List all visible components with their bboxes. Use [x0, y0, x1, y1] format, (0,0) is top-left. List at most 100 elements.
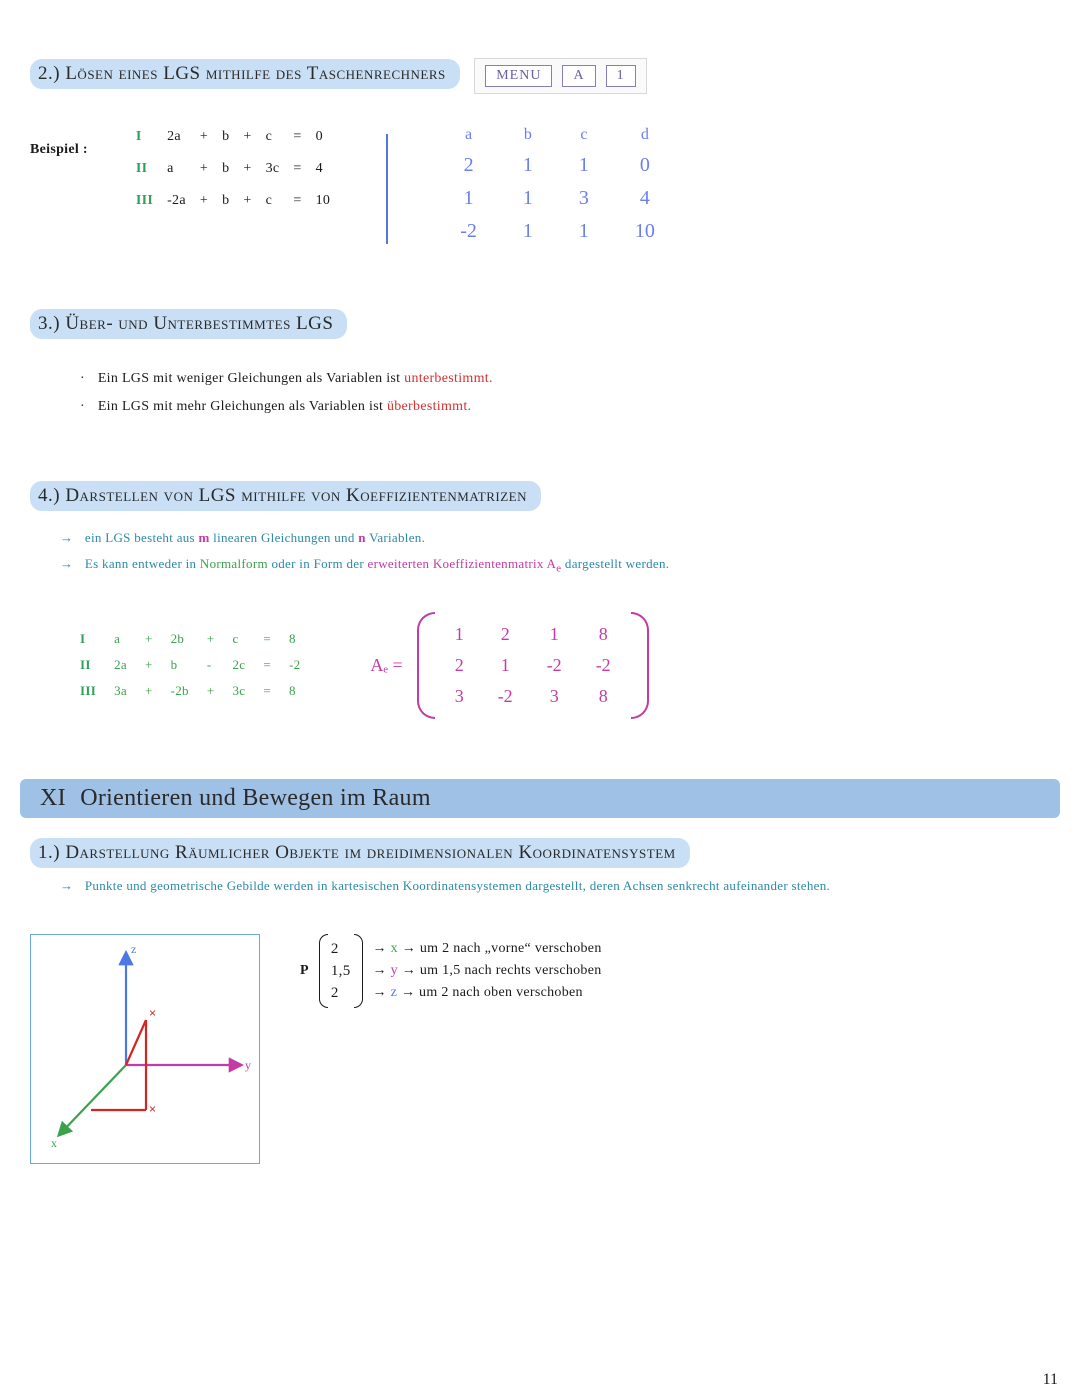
mh: d	[613, 122, 677, 148]
pvec-x: 2	[331, 941, 339, 957]
mc: 3	[439, 682, 480, 711]
t: 0	[310, 122, 337, 152]
chapter-XI: XI Orientieren und Bewegen im Raum	[20, 779, 1060, 818]
mc: 1	[557, 216, 611, 247]
t: b	[216, 122, 235, 152]
mc: 4	[613, 183, 677, 214]
txt: Ein LGS mit mehr Gleichungen als Variabl…	[98, 399, 387, 414]
t: +	[237, 154, 257, 184]
page-number: 11	[1043, 1371, 1058, 1389]
mc: -2	[438, 216, 499, 247]
t: c	[260, 186, 286, 216]
t: 3c	[224, 679, 253, 703]
n-var: n	[358, 530, 366, 545]
s3-line2: · Ein LGS mit mehr Gleichungen als Varia…	[80, 393, 1050, 421]
chapter-num: XI	[40, 785, 66, 811]
t: +	[194, 122, 214, 152]
calc-key-A: A	[562, 65, 595, 87]
coeff-matrix-2: a b c d 2 1 1 0 1 1 3 4 -2	[436, 120, 679, 249]
calc-key-menu: MENU	[485, 65, 552, 87]
mc: -2	[580, 651, 627, 680]
t: dargestellt werden.	[565, 556, 669, 571]
coord-system-box: z y x × ×	[30, 934, 260, 1164]
t: a	[161, 154, 192, 184]
mc: 1	[501, 183, 555, 214]
mh: c	[557, 122, 611, 148]
mc: -2	[531, 651, 578, 680]
roman-II: II	[130, 154, 159, 184]
txt: um 2 nach „vorne“ verschoben	[420, 941, 602, 956]
mc: 1	[439, 620, 480, 649]
pdesc-z: → z → um 2 nach oben verschoben	[373, 982, 602, 1004]
t: +	[137, 627, 161, 651]
t: 2a	[161, 122, 192, 152]
t: +	[237, 122, 257, 152]
m-var: m	[198, 530, 209, 545]
section3-title: 3.) Über- und Unterbestimmtes LGS	[30, 309, 347, 339]
t: =	[255, 653, 279, 677]
calc-key-1: 1	[606, 65, 636, 87]
t: 2b	[163, 627, 197, 651]
mc: 1	[501, 150, 555, 181]
mh: b	[501, 122, 555, 148]
mc: 3	[557, 183, 611, 214]
t: 4	[310, 154, 337, 184]
t: =	[255, 679, 279, 703]
mc: 8	[580, 620, 627, 649]
t: =	[287, 122, 307, 152]
t: =	[287, 154, 307, 184]
txt: Punkte und geometrische Gebilde werden i…	[85, 878, 830, 893]
s3-line1: · Ein LGS mit weniger Gleichungen als Va…	[80, 365, 1050, 393]
t: +	[137, 679, 161, 703]
t: +	[194, 186, 214, 216]
coord-system-svg: z y x × ×	[31, 935, 261, 1165]
roman: I	[72, 627, 104, 651]
txt: um 2 nach oben verschoben	[419, 985, 583, 1000]
calc-keys-box: MENU A 1	[474, 58, 646, 94]
P-label: P	[300, 960, 309, 982]
t: 8	[281, 679, 308, 703]
roman: II	[72, 653, 104, 677]
mc: 1	[438, 183, 499, 214]
mc: 2	[439, 651, 480, 680]
txt: Ein LGS mit weniger Gleichungen als Vari…	[98, 371, 404, 386]
pdesc-x: → x → um 2 nach „vorne“ verschoben	[373, 938, 602, 960]
mc: 1	[531, 620, 578, 649]
t: -2a	[161, 186, 192, 216]
t: 3c	[260, 154, 286, 184]
t: -	[199, 653, 223, 677]
mc: 2	[482, 620, 529, 649]
t: 10	[310, 186, 337, 216]
Ae-matrix: Aₑ = 1 2 1 8 2 1 -2 -2	[370, 612, 648, 719]
ax: z	[391, 985, 398, 1000]
section2-title: 2.) Lösen eines LGS mithilfe des Taschen…	[30, 59, 460, 89]
mc: 8	[580, 682, 627, 711]
t: b	[216, 186, 235, 216]
svg-text:×: ×	[149, 1102, 156, 1116]
t: c	[224, 627, 253, 651]
mc: 1	[557, 150, 611, 181]
t: b	[163, 653, 197, 677]
t: 2c	[224, 653, 253, 677]
y-axis-label: y	[245, 1058, 251, 1072]
normalform: Normalform	[200, 556, 268, 571]
Ae-label: Aₑ =	[370, 655, 402, 676]
mc: 2	[438, 150, 499, 181]
example-label: Beispiel :	[30, 120, 88, 158]
t: a	[106, 627, 135, 651]
mc: 1	[501, 216, 555, 247]
ax: x	[391, 941, 398, 956]
mc: -2	[482, 682, 529, 711]
pdesc-y: → y → um 1,5 nach rechts verschoben	[373, 960, 602, 982]
t: =	[255, 627, 279, 651]
erw-koeff: erweiterten Koeffizientenmatrix A	[368, 556, 557, 571]
chapter-title: Orientieren und Bewegen im Raum	[80, 785, 431, 811]
t: -2b	[163, 679, 197, 703]
t: +	[194, 154, 214, 184]
s4-note2: → Es kann entweder in Normalform oder in…	[60, 551, 1050, 582]
t: c	[260, 122, 286, 152]
s4-note1: → ein LGS besteht aus m linearen Gleichu…	[60, 525, 1050, 551]
s11-note: → Punkte und geometrische Gebilde werden…	[60, 878, 1050, 894]
x-axis-label: x	[51, 1136, 57, 1150]
em-ueberbestimmt: überbestimmt.	[387, 399, 471, 414]
